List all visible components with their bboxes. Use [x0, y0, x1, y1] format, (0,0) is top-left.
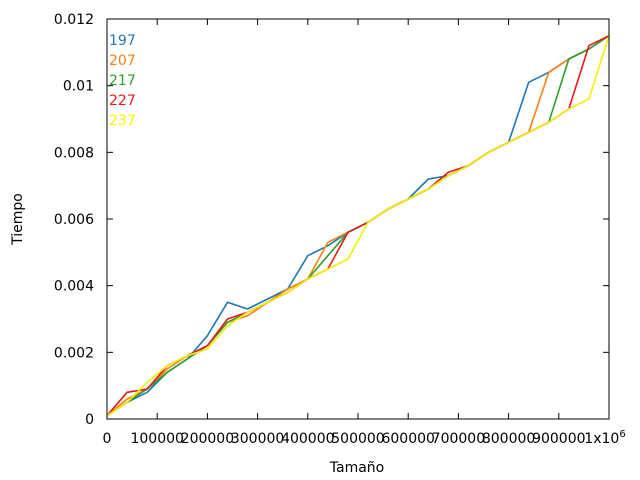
x-tick-label: 400000	[281, 431, 334, 447]
legend-label-217: 217	[109, 73, 136, 89]
y-tick-label: 0.01	[63, 79, 94, 95]
x-tick-label: 0	[103, 431, 112, 447]
y-tick-label: 0.008	[54, 145, 94, 161]
x-tick-label: 1x106	[584, 429, 625, 447]
x-tick-label: 800000	[482, 431, 535, 447]
series-layer	[106, 34, 610, 417]
x-tick-label: 600000	[381, 431, 434, 447]
x-tick-exponent: 6	[619, 429, 625, 440]
y-tick-label: 0.002	[54, 345, 94, 361]
legend-label-237: 237	[109, 113, 136, 129]
series-line-237	[106, 35, 610, 417]
x-tick-label: 500000	[331, 431, 384, 447]
y-tick-label: 0	[85, 412, 94, 428]
y-tick-label: 0.004	[54, 279, 94, 295]
legend-label-227: 227	[109, 93, 136, 109]
ticks-layer: 0 100000200000300000400000500000600000700…	[54, 12, 626, 447]
x-tick-label: 700000	[432, 431, 485, 447]
x-tick-label: 300000	[231, 431, 284, 447]
y-tick-label: 0.012	[54, 12, 94, 28]
legend-label-207: 207	[109, 53, 136, 69]
y-tick-label: 0.006	[54, 212, 94, 228]
x-tick-label: 900000	[532, 431, 585, 447]
legend: 197 207 217 227 237	[109, 33, 136, 129]
y-axis-title: Tiempo	[10, 193, 26, 246]
x-tick-label: 100000	[130, 431, 183, 447]
legend-label-197: 197	[109, 33, 136, 49]
x-tick-label: 200000	[181, 431, 234, 447]
x-axis-title: Tamaño	[329, 460, 384, 476]
